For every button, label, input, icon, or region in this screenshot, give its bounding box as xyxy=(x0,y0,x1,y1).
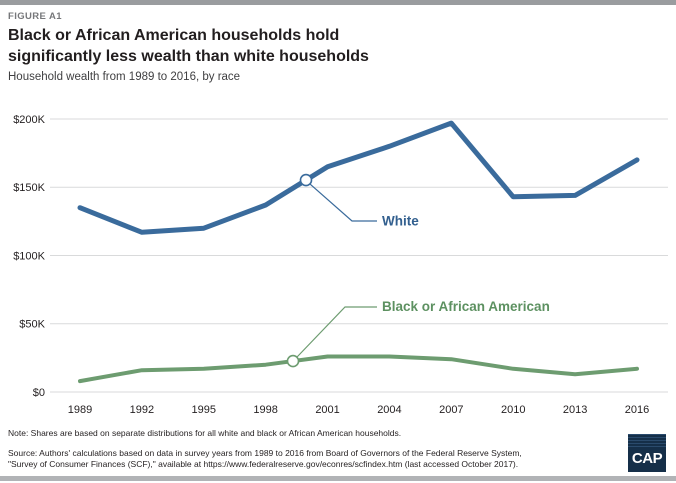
series-label-1: Black or African American xyxy=(382,299,550,314)
series-line-1 xyxy=(78,354,639,384)
chart-title-line1: Black or African American households hol… xyxy=(8,27,340,44)
y-axis-label-150: $150K xyxy=(13,182,45,194)
chart-subtitle: Household wealth from 1989 to 2016, by r… xyxy=(8,71,241,83)
x-axis-label-2001: 2001 xyxy=(315,404,339,416)
chart-note: Note: Shares are based on separate distr… xyxy=(8,428,402,438)
x-axis-label-2016: 2016 xyxy=(625,404,649,416)
x-axis-label-2007: 2007 xyxy=(439,404,463,416)
cap-logo-text: CAP xyxy=(631,450,663,467)
series-label-0: White xyxy=(382,214,419,229)
cap-logo-flag-pattern xyxy=(628,434,666,447)
callout-marker-0 xyxy=(299,173,313,187)
chart-title-line2: significantly less wealth than white hou… xyxy=(8,48,369,65)
x-axis-label-2013: 2013 xyxy=(563,404,587,416)
x-axis-label-1992: 1992 xyxy=(130,404,154,416)
y-axis-label-200: $200K xyxy=(13,114,45,126)
callout-leader-0 xyxy=(308,182,377,222)
cap-logo: CAP xyxy=(628,434,666,472)
y-axis-label-0: $0 xyxy=(33,387,45,399)
x-axis-label-1989: 1989 xyxy=(68,404,92,416)
top-divider-bar xyxy=(0,0,676,5)
bottom-divider-bar xyxy=(0,476,676,481)
callout-leader-1 xyxy=(295,306,377,359)
callout-marker-1 xyxy=(286,354,300,368)
series-line-0 xyxy=(77,120,640,235)
figure-label: FIGURE A1 xyxy=(8,11,62,22)
y-axis-label-50: $50K xyxy=(19,319,45,331)
x-axis-label-1998: 1998 xyxy=(253,404,277,416)
x-axis-label-2004: 2004 xyxy=(377,404,401,416)
y-axis-label-100: $100K xyxy=(13,250,45,262)
chart-source: Source: Authors' calculations based on d… xyxy=(8,448,522,469)
chart-title: Black or African American households hol… xyxy=(8,25,568,67)
wealth-line-chart: $200K $150K $100K $50K $0 1989 1992 1995 1998 200… xyxy=(13,114,668,416)
x-axis-label-2010: 2010 xyxy=(501,404,525,416)
x-axis-label-1995: 1995 xyxy=(192,404,216,416)
